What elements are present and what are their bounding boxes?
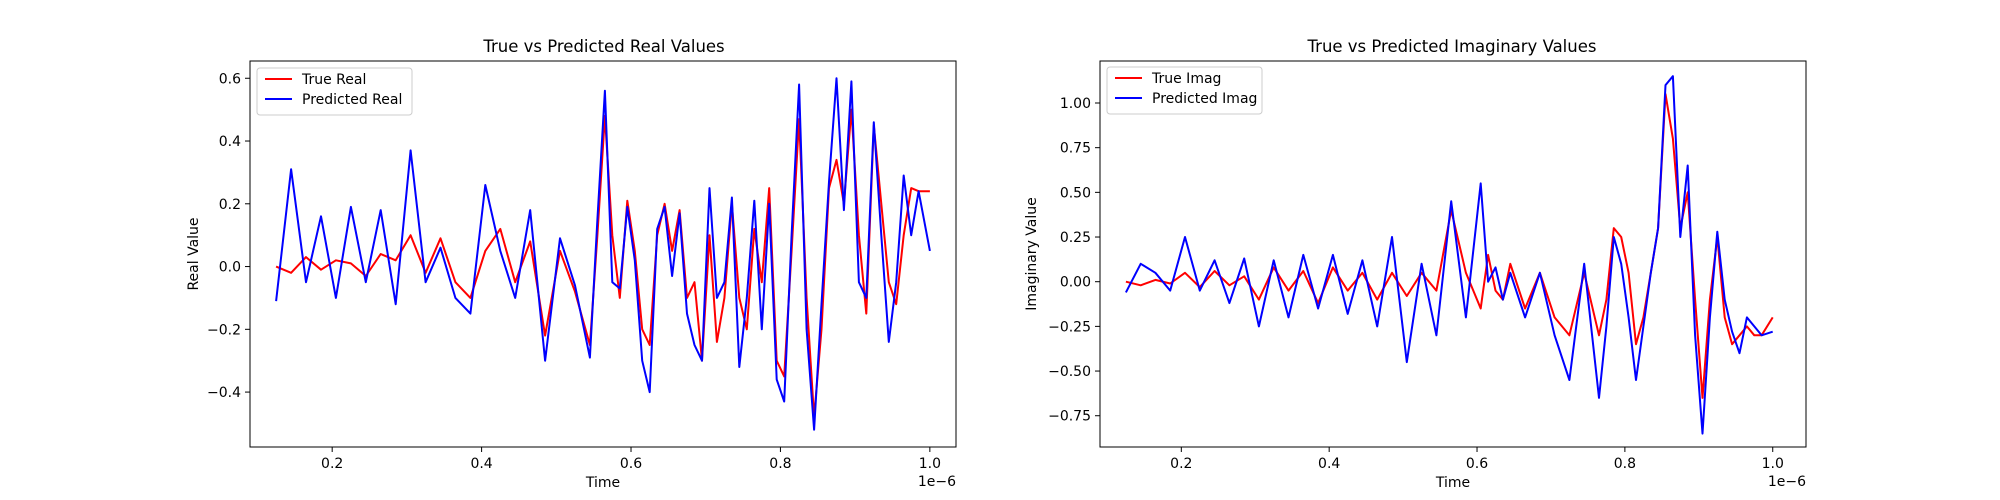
x-tick-label: 0.8: [769, 456, 791, 472]
y-axis: −0.75 −0.50 −0.25 0.00 0.25 0.50 0.75 1.00: [1048, 96, 1100, 425]
chart-title: True vs Predicted Real Values: [482, 37, 724, 56]
y-axis: −0.4 −0.2 0.0 0.2 0.4 0.6: [207, 71, 250, 401]
x-axis: 0.2 0.4 0.6 0.8 1.0: [1170, 447, 1784, 472]
legend-label-predicted-imag: Predicted Imag: [1152, 91, 1257, 107]
x-scale-label: 1e−6: [918, 474, 956, 490]
x-tick-label: 1.0: [919, 456, 941, 472]
y-tick-label: 0.0: [219, 260, 241, 276]
series-line-predicted-real: [275, 77, 931, 431]
y-tick-label: 0.50: [1060, 185, 1091, 201]
y-tick-label: 0.75: [1060, 141, 1091, 157]
x-tick-label: 0.6: [620, 456, 642, 472]
x-tick-label: 1.0: [1762, 456, 1784, 472]
y-tick-label: 1.00: [1060, 96, 1091, 112]
x-tick-label: 0.8: [1614, 456, 1636, 472]
y-tick-label: 0.00: [1060, 275, 1091, 291]
chart-title: True vs Predicted Imaginary Values: [1307, 37, 1597, 56]
legend-label-predicted-real: Predicted Real: [302, 92, 402, 108]
legend-frame: [256, 67, 413, 116]
series-line-predicted-imag: [1125, 75, 1774, 435]
legend-label-true-imag: True Imag: [1151, 71, 1221, 87]
series-lines: [275, 77, 931, 431]
x-axis-label: Time: [1435, 475, 1470, 491]
y-tick-label: −0.2: [207, 322, 241, 338]
x-axis-label: Time: [585, 475, 620, 491]
series-line-true-imag: [1125, 93, 1774, 399]
x-tick-label: 0.6: [1466, 456, 1488, 472]
x-tick-label: 0.2: [1170, 456, 1192, 472]
y-tick-label: 0.4: [219, 134, 241, 150]
x-scale-label: 1e−6: [1768, 474, 1806, 490]
x-tick-label: 0.2: [321, 456, 343, 472]
plot-area: [1099, 60, 1807, 448]
legend: True Imag Predicted Imag: [1106, 66, 1263, 115]
legend-label-true-real: True Real: [301, 72, 366, 88]
y-tick-label: −0.50: [1048, 364, 1091, 380]
x-tick-label: 0.4: [470, 456, 492, 472]
series-lines: [1125, 75, 1774, 435]
plot-area: [249, 60, 957, 448]
y-tick-label: 0.25: [1060, 230, 1091, 246]
y-tick-label: 0.2: [219, 197, 241, 213]
y-tick-label: −0.75: [1048, 409, 1091, 425]
y-axis-label: Imaginary Value: [1024, 197, 1040, 311]
imaginary-values-chart: True vs Predicted Imaginary Values 0.2 0.…: [1024, 37, 1807, 491]
legend: True Real Predicted Real: [256, 67, 413, 116]
y-tick-label: −0.4: [207, 385, 241, 401]
x-tick-label: 0.4: [1318, 456, 1340, 472]
x-axis: 0.2 0.4 0.6 0.8 1.0: [321, 447, 941, 472]
y-tick-label: −0.25: [1048, 319, 1091, 335]
y-axis-label: Real Value: [186, 217, 202, 290]
y-tick-label: 0.6: [219, 71, 241, 87]
legend-frame: [1106, 66, 1263, 115]
real-values-chart: True vs Predicted Real Values 0.2 0.4 0.6 0…: [186, 37, 957, 491]
